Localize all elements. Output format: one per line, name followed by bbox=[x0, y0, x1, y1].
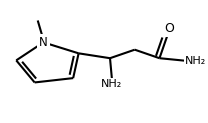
Text: O: O bbox=[164, 22, 174, 35]
Text: NH₂: NH₂ bbox=[101, 79, 123, 89]
Text: N: N bbox=[39, 36, 48, 49]
Text: NH₂: NH₂ bbox=[185, 56, 206, 66]
